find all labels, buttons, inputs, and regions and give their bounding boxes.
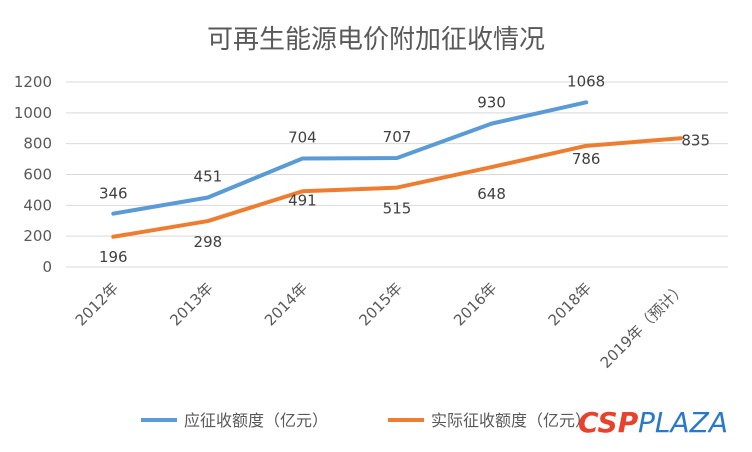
data-label-s1-3: 515 (383, 200, 412, 218)
series-layer (111, 100, 683, 239)
watermark-plaza: PLAZA (638, 406, 728, 439)
y-tick-1200: 1200 (14, 73, 52, 91)
data-label-s0-3: 707 (383, 128, 412, 146)
data-label-s0-2: 704 (288, 128, 317, 146)
x-tick-2018: 2018年 (545, 279, 595, 329)
legend-label-actual: 实际征收额度（亿元） (431, 411, 591, 430)
data-label-s1-4: 648 (477, 185, 506, 203)
data-label-s0-5: 1068 (567, 72, 605, 90)
y-axis-ticks: 0 200 400 600 800 1000 1200 (14, 73, 52, 276)
data-labels: 346 451 704 707 930 1068 196 298 491 515 648 786 835 (99, 72, 710, 265)
data-label-s0-0: 346 (99, 185, 128, 203)
y-tick-1000: 1000 (14, 104, 52, 122)
x-tick-2016: 2016年 (450, 279, 500, 329)
watermark-csp: CSP (578, 406, 639, 439)
y-tick-600: 600 (23, 166, 52, 184)
data-label-s1-1: 298 (194, 233, 223, 251)
chart-title: 可再生能源电价附加征收情况 (207, 25, 545, 55)
data-label-s1-0: 196 (99, 248, 128, 266)
x-tick-2015: 2015年 (355, 279, 405, 329)
series-line-0 (111, 100, 589, 216)
data-label-s1-5: 786 (572, 150, 601, 168)
watermark: CSP PLAZA (578, 406, 728, 439)
x-tick-2019: 2019年（预计） (597, 279, 690, 372)
x-tick-2013: 2013年 (166, 279, 216, 329)
y-tick-200: 200 (23, 227, 52, 245)
y-tick-400: 400 (23, 196, 52, 214)
x-axis-ticks: 2012年 2013年 2014年 2015年 2016年 2018年 2019年（预计） (72, 279, 690, 372)
legend-label-planned: 应征收额度（亿元） (184, 411, 328, 430)
x-tick-2012: 2012年 (72, 279, 122, 329)
data-label-s0-1: 451 (194, 167, 223, 185)
legend: 应征收额度（亿元） 实际征收额度（亿元） (141, 411, 591, 430)
grid-layer (66, 81, 728, 268)
data-label-s1-6: 835 (681, 131, 710, 149)
data-label-s1-2: 491 (288, 191, 317, 209)
x-tick-2014: 2014年 (261, 279, 311, 329)
data-label-s0-4: 930 (477, 94, 506, 112)
y-tick-0: 0 (42, 258, 52, 276)
y-tick-800: 800 (23, 135, 52, 153)
